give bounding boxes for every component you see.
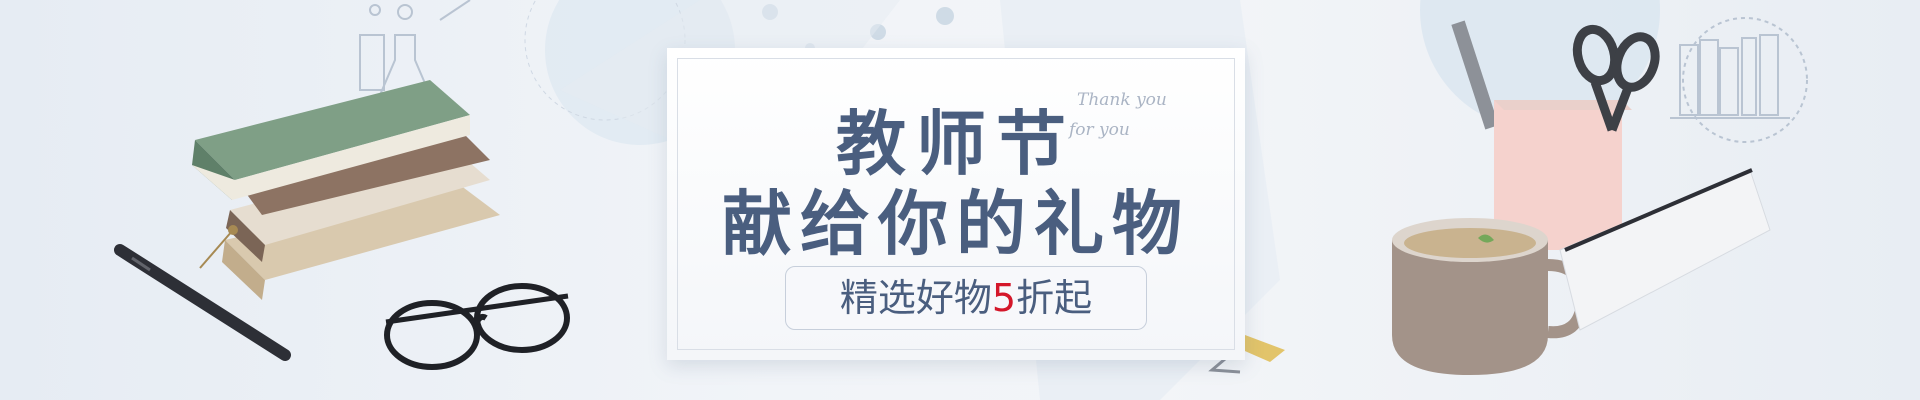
pen-icon — [114, 244, 291, 361]
books-icon — [192, 80, 500, 300]
promo-suffix: 折起 — [1016, 276, 1093, 320]
promo-prefix: 精选好物 — [839, 276, 992, 320]
thank-you-script: Thank you for you — [1069, 90, 1167, 140]
thank-you-line2: for you — [1069, 120, 1130, 140]
glasses-icon — [384, 283, 570, 370]
promo-number: 5 — [991, 276, 1017, 320]
mug-icon — [1392, 218, 1589, 375]
headline-line2: 献给你的礼物 — [722, 182, 1190, 265]
greeting-card: 教师节 献给你的礼物 Thank you for you 精选好物5折起 — [667, 48, 1245, 360]
flask-icon — [359, 0, 471, 96]
scissors-icon — [1572, 24, 1660, 132]
headline-line1: 教师节 — [836, 102, 1076, 185]
promo-button[interactable]: 精选好物5折起 — [785, 266, 1147, 330]
card-border — [677, 58, 1235, 350]
bookshelf-icon — [1670, 17, 1808, 143]
thank-you-line1: Thank you — [1077, 90, 1167, 110]
pencil-case-icon — [1559, 168, 1771, 331]
